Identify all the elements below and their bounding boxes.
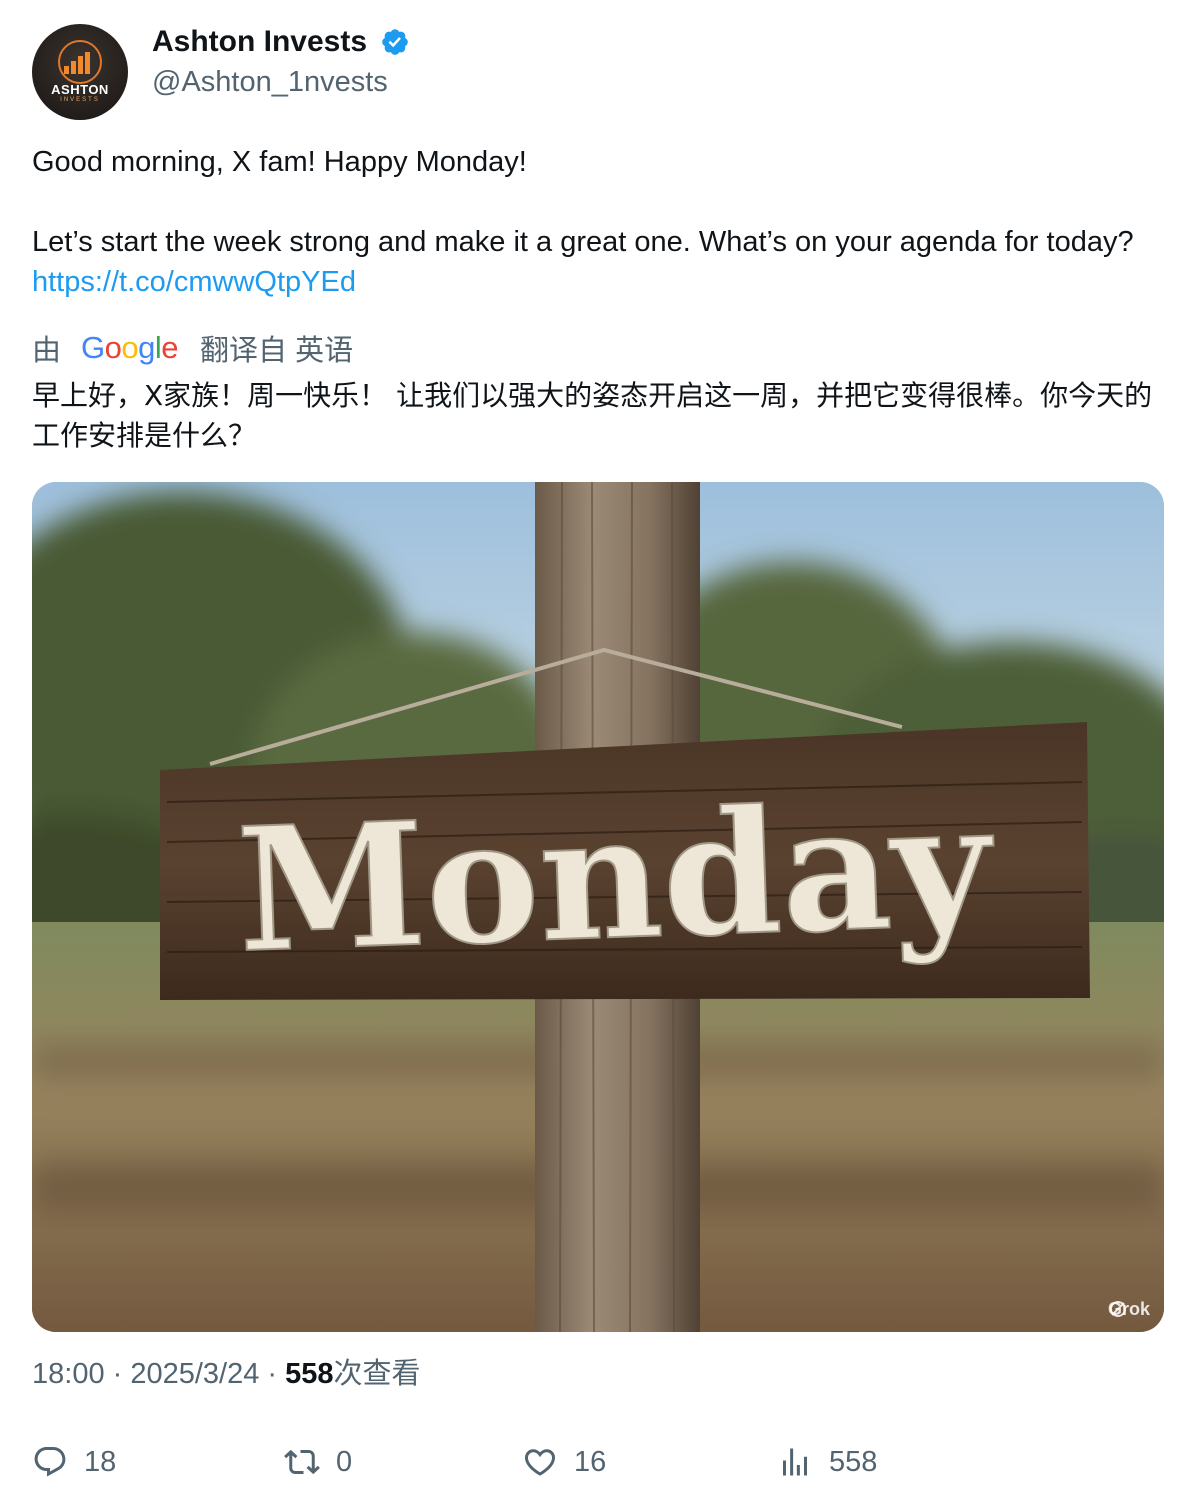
- tweet-text: Good morning, X fam! Happy Monday! Let’s…: [32, 142, 1162, 302]
- avatar-emblem: [58, 40, 102, 84]
- repost-button[interactable]: 0: [284, 1440, 352, 1484]
- like-count: 16: [574, 1445, 607, 1478]
- author-block: Ashton Invests @Ashton_1nvests: [152, 24, 410, 100]
- tweet-body: Let’s start the week strong and make it …: [32, 226, 1134, 258]
- views-label: 次查看: [333, 1358, 421, 1390]
- avatar-subtext: INVESTS: [60, 97, 100, 103]
- tweet-meta: 18:00 · 2025/3/24 · 558次查看: [32, 1358, 421, 1390]
- views-button[interactable]: 558: [777, 1440, 877, 1484]
- tweet-date[interactable]: 2025/3/24: [130, 1358, 260, 1390]
- google-logo: Google: [81, 330, 179, 365]
- verified-badge-icon: [381, 29, 408, 55]
- display-name[interactable]: Ashton Invests: [152, 25, 368, 58]
- translated-text: 早上好，X家族！周一快乐！ 让我们以强大的姿态开启这一周，并把它变得很棒。你今天…: [32, 379, 1153, 452]
- translation-prefix: 由: [32, 335, 62, 367]
- reply-count: 18: [84, 1445, 117, 1478]
- analytics-icon: [783, 1448, 807, 1476]
- watermark-label: Grok: [1107, 1299, 1150, 1319]
- grok-watermark: Grok: [1108, 1299, 1150, 1320]
- tweet-line-1: Good morning, X fam! Happy Monday!: [32, 146, 527, 178]
- like-button[interactable]: 16: [522, 1440, 606, 1484]
- views-action-count: 558: [829, 1445, 878, 1478]
- reply-icon: [34, 1447, 66, 1477]
- repost-icon: [284, 1449, 320, 1475]
- tweet-line-2: Let’s start the week strong and make it …: [32, 222, 1162, 302]
- tweet-time[interactable]: 18:00: [32, 1358, 105, 1390]
- views-count: 558: [285, 1358, 334, 1390]
- sign-text: Monday: [234, 765, 998, 991]
- action-bar: 18 0 16 558: [32, 1440, 1162, 1484]
- repost-count: 0: [336, 1445, 353, 1478]
- heart-icon: [524, 1449, 556, 1476]
- tweet-header: ASHTON INVESTS Ashton Invests @Ashton_1n…: [32, 24, 1162, 120]
- reply-button[interactable]: 18: [32, 1440, 116, 1484]
- avatar[interactable]: ASHTON INVESTS: [32, 24, 128, 120]
- tweet-link[interactable]: https://t.co/cmwwQtpYEd: [32, 266, 356, 298]
- translation-suffix[interactable]: 翻译自 英语: [200, 335, 354, 367]
- grok-icon: [1109, 1301, 1126, 1317]
- author-handle[interactable]: @Ashton_1nvests: [152, 66, 388, 98]
- chart-bars-icon: [64, 50, 96, 74]
- avatar-text: ASHTON: [51, 82, 109, 97]
- monday-sign-illustration: Monday: [32, 482, 1164, 1332]
- tweet-image[interactable]: Monday Grok: [32, 482, 1164, 1332]
- translation-attribution: 由 Google 翻译自 英语: [32, 328, 353, 368]
